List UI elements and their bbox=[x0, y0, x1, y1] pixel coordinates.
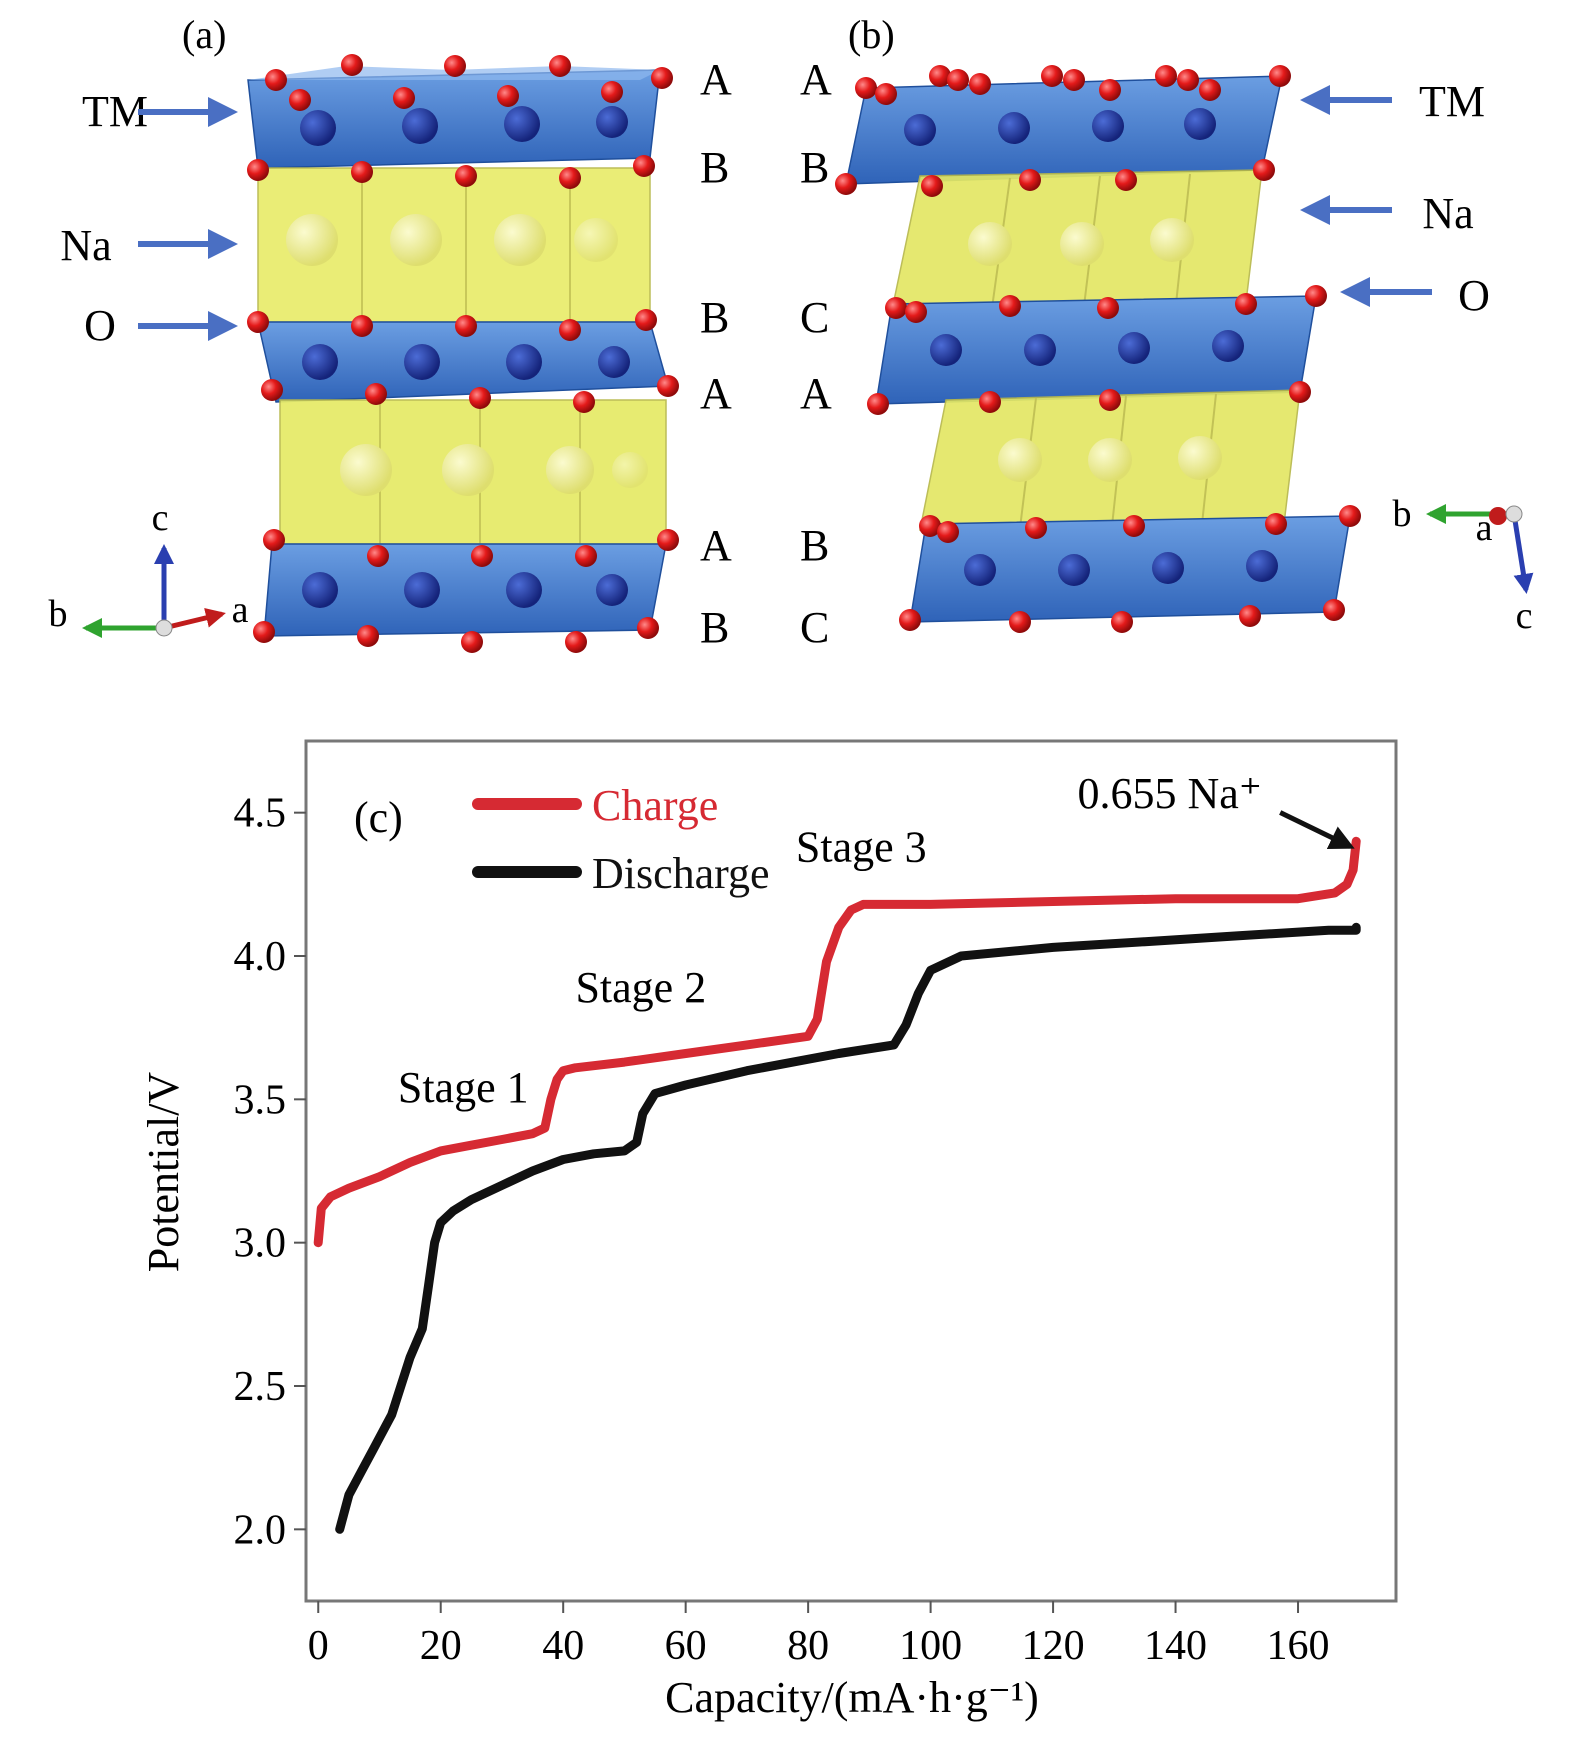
panel-a-tm-atoms bbox=[300, 106, 630, 608]
stage-label: Stage 1 bbox=[398, 1063, 529, 1112]
panel-b-stacking-1: A bbox=[800, 55, 832, 104]
panel-b-axis-c: c bbox=[1516, 595, 1533, 637]
y-axis-label: Potential/V bbox=[139, 1072, 188, 1273]
stage-label: Stage 3 bbox=[796, 822, 927, 871]
panel-a-na-label: Na bbox=[60, 221, 111, 270]
panel-a-stacking-1: A bbox=[700, 55, 732, 104]
panel-c-label: (c) bbox=[354, 793, 403, 842]
panel-a-stacking-4: A bbox=[700, 369, 732, 418]
panel-b-crystal-structure: (b) bbox=[800, 12, 1534, 652]
panel-b-stacking-4: A bbox=[800, 369, 832, 418]
y-tick-label: 4.0 bbox=[234, 934, 287, 980]
panel-b-o-atoms bbox=[835, 65, 1361, 633]
x-tick-label: 80 bbox=[787, 1623, 829, 1669]
y-tick-label: 4.5 bbox=[234, 791, 287, 837]
panel-a-label: (a) bbox=[182, 12, 226, 57]
panel-a-o-atoms bbox=[247, 54, 679, 653]
x-axis: 0 20 40 60 80 100 120 140 160 bbox=[308, 1601, 1330, 1669]
x-tick-label: 0 bbox=[308, 1623, 329, 1669]
x-tick-label: 40 bbox=[542, 1623, 584, 1669]
panel-a-axis-b: b bbox=[49, 593, 68, 635]
x-tick-label: 160 bbox=[1267, 1623, 1330, 1669]
panel-a-na-atoms bbox=[286, 214, 648, 496]
panel-b-stacking-6: C bbox=[800, 603, 829, 652]
panel-b-stacking-2: B bbox=[800, 143, 829, 192]
panel-b-axis-a: a bbox=[1476, 507, 1493, 549]
panel-b-na-atoms bbox=[968, 218, 1222, 482]
plot-frame bbox=[304, 739, 1398, 1603]
panel-a-tm-label: TM bbox=[82, 87, 148, 136]
y-tick-label: 3.5 bbox=[234, 1077, 287, 1123]
panel-b-tm-atoms bbox=[904, 108, 1278, 586]
panel-a-stacking-3: B bbox=[700, 293, 729, 342]
legend-label-discharge: Discharge bbox=[592, 849, 770, 898]
x-tick-label: 60 bbox=[665, 1623, 707, 1669]
series-layer bbox=[313, 836, 1361, 1534]
panel-a-stacking-2: B bbox=[700, 143, 729, 192]
panel-a-axis-triad: c b a bbox=[49, 497, 249, 638]
panel-c-chart: 0 20 40 60 80 100 120 140 160 2.0 2.5 3.0 3.5 4.0 4.5… bbox=[139, 739, 1398, 1722]
panel-b-axis-triad: b a c bbox=[1393, 493, 1534, 637]
panel-a-stacking-5: A bbox=[700, 521, 732, 570]
x-tick-label: 20 bbox=[420, 1623, 462, 1669]
panel-b-label: (b) bbox=[848, 12, 895, 57]
panel-b-stacking-3: C bbox=[800, 293, 829, 342]
panel-a-stacking-sequence: A B B A A B bbox=[700, 55, 732, 652]
legend-label-charge: Charge bbox=[592, 781, 718, 830]
y-tick-label: 3.0 bbox=[234, 1221, 287, 1267]
panel-b-na-label: Na bbox=[1422, 189, 1473, 238]
x-tick-label: 140 bbox=[1144, 1623, 1207, 1669]
panel-b-tm-label: TM bbox=[1419, 77, 1485, 126]
stage-annotations: Stage 1 Stage 2 Stage 3 bbox=[398, 822, 927, 1112]
panel-b-o-label: O bbox=[1458, 271, 1490, 320]
y-axis: 2.0 2.5 3.0 3.5 4.0 4.5 bbox=[234, 791, 306, 1553]
y-tick-label: 2.5 bbox=[234, 1364, 287, 1410]
panel-b-axis-b: b bbox=[1393, 493, 1412, 535]
x-axis-label: Capacity/(mA·h·g⁻¹) bbox=[665, 1673, 1039, 1722]
panel-b-stacking-sequence: A B C A B C bbox=[800, 55, 832, 652]
y-tick-label: 2.0 bbox=[234, 1507, 287, 1553]
panel-a-axis-c: c bbox=[152, 497, 169, 539]
series-line-charge bbox=[313, 836, 1361, 1248]
sodium-annotation: 0.655 Na⁺ bbox=[1077, 769, 1262, 818]
panel-a-axis-a: a bbox=[232, 589, 249, 631]
panel-b-stacking-5: B bbox=[800, 521, 829, 570]
legend: Charge Discharge bbox=[472, 781, 770, 898]
sodium-annotation-arrow bbox=[1279, 810, 1355, 849]
stage-label: Stage 2 bbox=[575, 963, 706, 1012]
x-tick-label: 120 bbox=[1022, 1623, 1085, 1669]
panel-a-o-label: O bbox=[84, 301, 116, 350]
panel-a-crystal-structure: (a) bbox=[49, 12, 732, 653]
series-line-discharge bbox=[335, 922, 1361, 1534]
x-tick-label: 100 bbox=[899, 1623, 962, 1669]
panel-a-stacking-6: B bbox=[700, 603, 729, 652]
